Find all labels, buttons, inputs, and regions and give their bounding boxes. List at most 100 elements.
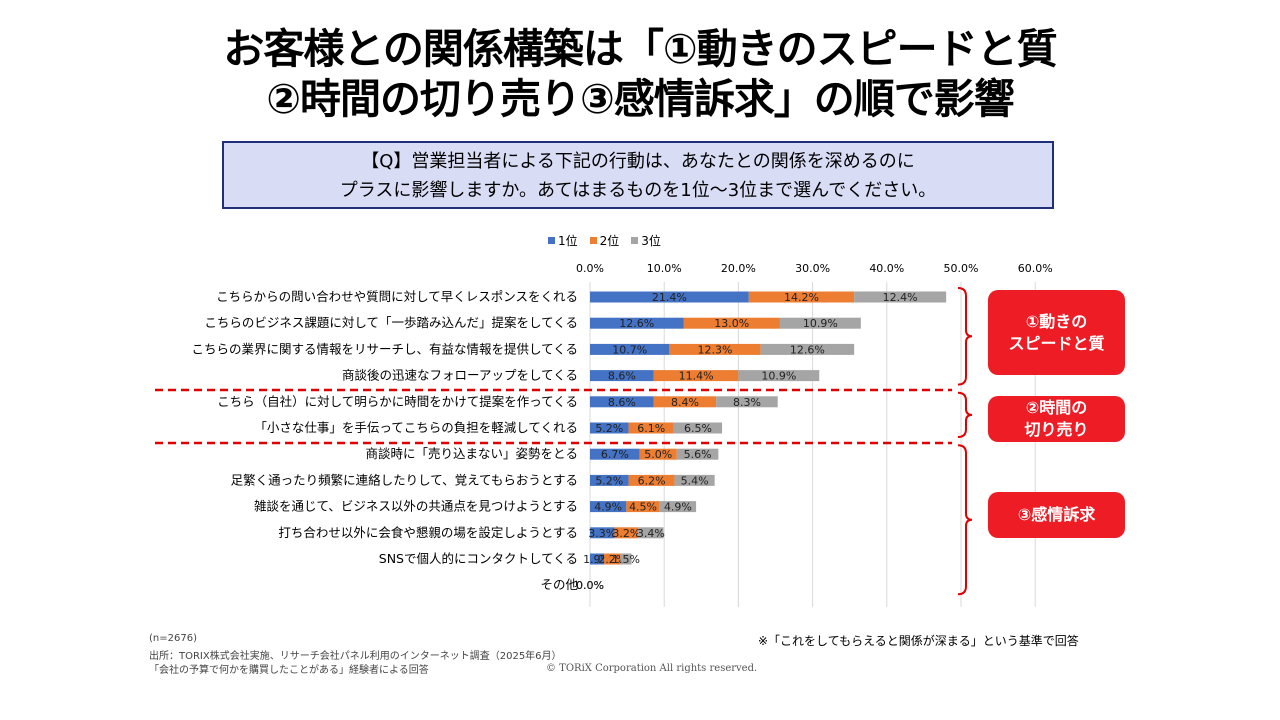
sample-size: (n=2676) bbox=[149, 633, 197, 644]
data-label: 8.3% bbox=[733, 396, 761, 409]
data-label: 5.4% bbox=[681, 474, 709, 487]
data-label: 5.0% bbox=[644, 448, 672, 461]
bar-segment bbox=[620, 553, 632, 565]
x-tick-label: 20.0% bbox=[721, 262, 756, 275]
x-tick-label: 40.0% bbox=[869, 262, 904, 275]
bar-segment bbox=[639, 448, 677, 460]
copyright: © TORiX Corporation All rights reserved. bbox=[546, 663, 758, 674]
bar-segment bbox=[638, 527, 664, 539]
bar-segment bbox=[590, 448, 640, 460]
bar-segment bbox=[738, 370, 820, 382]
data-label: 0.0% bbox=[576, 579, 604, 592]
data-label: 21.4% bbox=[652, 291, 687, 304]
x-tick-label: 0.0% bbox=[576, 262, 604, 275]
legend-swatch-rank3 bbox=[631, 237, 639, 244]
category-label: 「小さな仕事」を手伝ってこちらの負担を軽減してくれる bbox=[254, 420, 578, 435]
bar-segment bbox=[673, 422, 723, 434]
category-label: 足繁く通ったり頻繁に連絡したりして、覚えてもらおうとする bbox=[231, 472, 578, 487]
bar-segment bbox=[590, 527, 615, 539]
bar-segment bbox=[779, 317, 861, 329]
x-tick-label: 10.0% bbox=[647, 262, 682, 275]
legend-item-rank2: 2位 bbox=[589, 232, 620, 249]
bar-segment bbox=[653, 370, 739, 382]
bar-segment bbox=[614, 527, 639, 539]
bar-segment bbox=[590, 343, 670, 355]
source-note: 出所：TORIX株式会社実施、リサーチ会社パネル利用のインターネット調査（202… bbox=[149, 651, 562, 662]
bar-segment bbox=[626, 501, 660, 513]
data-label: 1.5% bbox=[612, 553, 640, 566]
bar-segment bbox=[653, 396, 717, 408]
legend-item-rank3: 3位 bbox=[631, 232, 661, 249]
x-tick-label: 30.0% bbox=[795, 262, 830, 275]
group-bracket bbox=[957, 391, 973, 438]
data-label: 4.9% bbox=[594, 501, 622, 514]
bar-segment bbox=[716, 396, 778, 408]
data-label: 11.4% bbox=[679, 370, 714, 383]
group-label-emotional-appeal: ③感情訴求 bbox=[988, 492, 1125, 538]
data-label: 3.3% bbox=[588, 527, 616, 540]
data-label: 10.7% bbox=[612, 343, 647, 356]
bar-segment bbox=[674, 474, 715, 486]
data-label: 10.9% bbox=[803, 317, 838, 330]
legend-swatch-rank1 bbox=[548, 237, 555, 244]
group-bracket bbox=[957, 444, 973, 596]
bar-segment bbox=[590, 474, 629, 486]
group-label-speed-quality: ①動きの スピードと質 bbox=[988, 290, 1125, 375]
data-label: 12.4% bbox=[883, 291, 918, 304]
category-label: 商談時に「売り込まない」姿勢をとる bbox=[365, 446, 578, 461]
data-label: 3.4% bbox=[637, 527, 665, 540]
bar-segment bbox=[748, 291, 855, 303]
data-label: 0.0% bbox=[576, 579, 604, 592]
category-label: こちら（自社）に対して明らかに時間をかけて提案を作ってくる bbox=[217, 394, 578, 409]
data-label: 0.0% bbox=[576, 579, 604, 592]
respondent-note: 「会社の予算で何かを購買したことがある」経験者による回答 bbox=[149, 665, 429, 676]
data-label: 14.2% bbox=[784, 291, 819, 304]
bar-segment bbox=[604, 553, 621, 565]
bar-segment bbox=[590, 553, 605, 565]
category-label: こちらの業界に関する情報をリサーチし、有益な情報を提供してくる bbox=[191, 341, 578, 356]
data-label: 8.4% bbox=[671, 396, 699, 409]
x-tick-label: 50.0% bbox=[944, 262, 979, 275]
legend-label-rank1: 1位 bbox=[558, 234, 578, 248]
bar-segment bbox=[628, 422, 674, 434]
data-label: 5.2% bbox=[595, 422, 623, 435]
chart-legend: 1位 2位 3位 bbox=[548, 232, 661, 249]
data-label: 12.6% bbox=[790, 343, 825, 356]
data-label: 6.7% bbox=[601, 448, 629, 461]
category-label: SNSで個人的にコンタクトしてくる bbox=[379, 551, 578, 566]
legend-label-rank2: 2位 bbox=[599, 234, 620, 248]
data-label: 12.3% bbox=[698, 343, 733, 356]
data-label: 1.9% bbox=[583, 553, 611, 566]
bar-segment bbox=[590, 291, 749, 303]
category-label: その他 bbox=[540, 577, 578, 592]
bar-segment bbox=[676, 448, 719, 460]
category-label: 打ち合わせ以外に会食や懇親の場を設定しようとする bbox=[278, 525, 578, 540]
group-bracket bbox=[957, 287, 973, 386]
bar-segment bbox=[669, 343, 761, 355]
data-label: 8.6% bbox=[608, 396, 636, 409]
question-line-2: プラスに影響しますか。あてはまるものを1位～3位まで選んでください。 bbox=[339, 180, 937, 201]
data-label: 6.1% bbox=[637, 422, 665, 435]
category-label: こちらのビジネス課題に対して「一歩踏み込んだ」提案をしてくる bbox=[204, 315, 578, 330]
group-label-time-selling: ②時間の 切り売り bbox=[988, 396, 1125, 442]
bar-segment bbox=[590, 370, 654, 382]
data-label: 4.9% bbox=[664, 501, 692, 514]
data-label: 12.6% bbox=[619, 317, 654, 330]
legend-item-rank1: 1位 bbox=[548, 232, 578, 249]
bar-segment bbox=[590, 422, 629, 434]
bar-segment bbox=[628, 474, 675, 486]
category-label: こちらからの問い合わせや質問に対して早くレスポンスをくれる bbox=[216, 289, 578, 304]
bar-segment bbox=[590, 501, 627, 513]
data-label: 6.2% bbox=[638, 474, 666, 487]
bar-segment bbox=[590, 317, 684, 329]
bar-segment bbox=[659, 501, 697, 513]
data-label: 6.5% bbox=[684, 422, 712, 435]
data-label: 8.6% bbox=[608, 370, 636, 383]
question-box: 【Q】営業担当者による下記の行動は、あなたとの関係を深めるのに プラスに影響しま… bbox=[222, 141, 1054, 209]
data-label: 13.0% bbox=[714, 317, 749, 330]
data-label: 2.2% bbox=[598, 553, 626, 566]
bar-segment bbox=[683, 317, 780, 329]
bar-segment bbox=[590, 396, 654, 408]
category-label: 商談後の迅速なフォローアップをしてくる bbox=[342, 368, 578, 383]
